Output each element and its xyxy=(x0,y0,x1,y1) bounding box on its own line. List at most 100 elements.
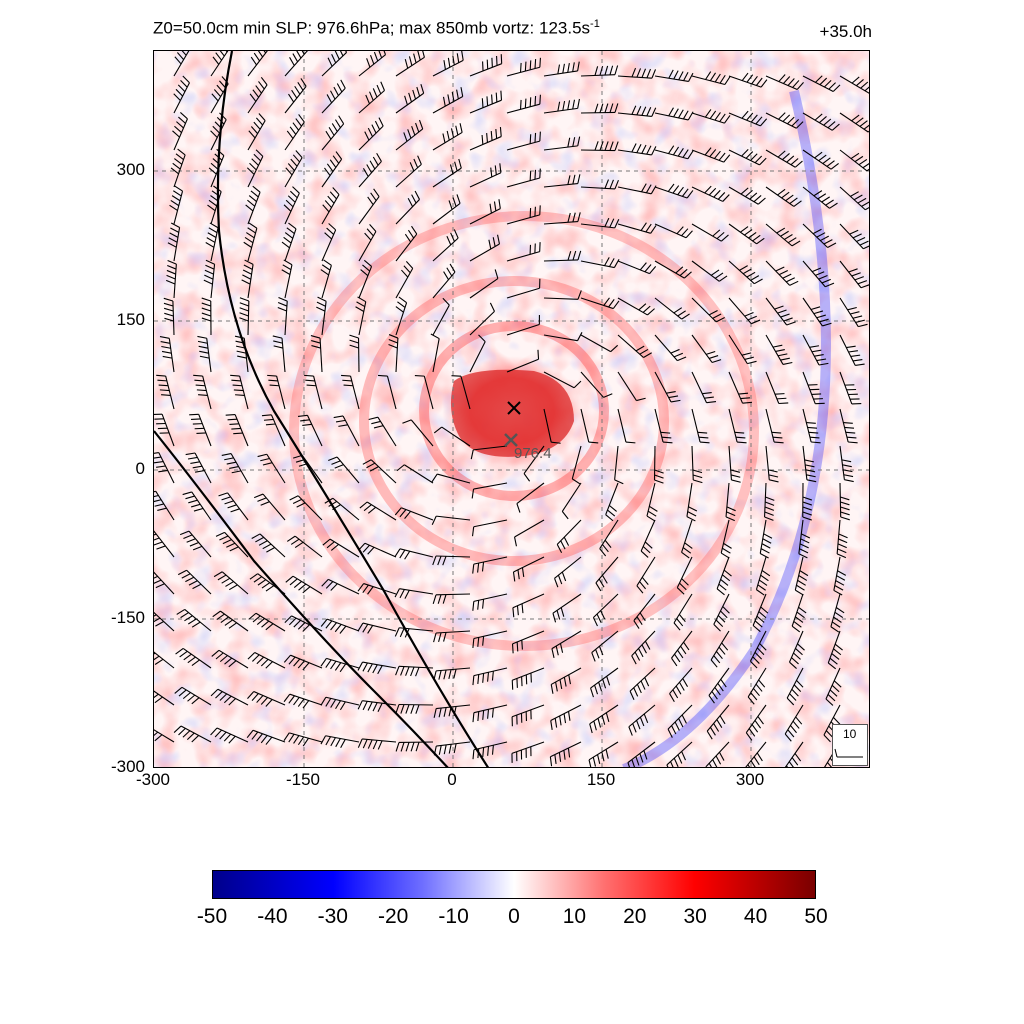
wind-barb xyxy=(839,223,864,250)
wind-barb-feather xyxy=(567,62,570,73)
wind-barb-feather xyxy=(443,707,447,717)
wind-barb-feather xyxy=(294,85,301,95)
wind-barb-feather xyxy=(334,51,340,60)
wind-barb-feather xyxy=(666,764,669,767)
wind-barb-feather xyxy=(220,616,229,623)
wind-barb-feather xyxy=(266,547,275,553)
wind-barb xyxy=(749,630,767,662)
wind-barb-feather xyxy=(704,396,714,399)
wind-barb-feather xyxy=(416,86,421,97)
wind-barb xyxy=(342,415,360,447)
wind-barb-feather xyxy=(851,114,860,122)
wind-barb-feather xyxy=(677,186,684,196)
wind-barb xyxy=(511,704,545,718)
wind-barb-feather xyxy=(446,235,452,246)
wind-barb-feather xyxy=(472,675,475,686)
wind-barb xyxy=(377,416,397,447)
wind-barb-feather xyxy=(862,163,869,169)
wind-barb-feather xyxy=(181,573,191,579)
wind-barb-feather xyxy=(764,506,775,511)
wind-barb xyxy=(839,75,869,94)
wind-barb-feather xyxy=(377,665,383,675)
wind-barb-feather xyxy=(614,179,619,190)
wind-barb-feather xyxy=(486,132,489,143)
wind-barb-feather xyxy=(224,500,234,505)
wind-barb xyxy=(284,228,297,262)
wind-barb-feather xyxy=(769,479,779,483)
wind-barb-feather xyxy=(740,397,751,400)
wind-barb xyxy=(284,301,288,336)
wind-barb-feather xyxy=(291,89,298,99)
wind-barb-feather xyxy=(791,657,799,665)
wind-barb-feather xyxy=(335,151,343,160)
wind-barb-feather xyxy=(697,431,708,434)
wind-barb xyxy=(210,83,229,114)
wind-barb-feather xyxy=(442,594,447,604)
wind-barb-feather xyxy=(631,759,636,767)
wind-barb-feather xyxy=(228,660,237,668)
wind-barb-feather xyxy=(260,76,268,86)
wind-barb-feather xyxy=(458,158,462,169)
wind-barb-feather xyxy=(866,168,869,172)
wind-barb-feather xyxy=(572,250,577,261)
wind-barb-feather xyxy=(288,93,295,103)
wind-barb xyxy=(691,260,720,282)
wind-barb xyxy=(329,538,360,558)
wind-barb-feather xyxy=(822,322,832,327)
wind-barb-feather xyxy=(818,154,827,162)
wind-barb-feather xyxy=(253,52,261,62)
wind-barb xyxy=(321,194,340,225)
wind-barb-feather xyxy=(550,720,553,730)
wind-barb xyxy=(550,704,582,721)
wind-barb-feather xyxy=(829,657,838,665)
wind-barb-feather xyxy=(677,754,683,764)
wind-barb xyxy=(617,334,644,358)
wind-barb-feather xyxy=(433,426,443,434)
wind-barb-feather xyxy=(676,618,684,627)
wind-barb-feather xyxy=(249,162,257,171)
wind-barb-feather xyxy=(720,552,730,559)
wind-barb-feather xyxy=(477,674,480,684)
wind-barb-feather xyxy=(848,441,858,444)
wind-barb-feather xyxy=(639,753,644,763)
wind-barb-feather xyxy=(791,118,800,127)
wind-barb-feather xyxy=(800,538,810,544)
wind-barb-feather xyxy=(681,751,687,761)
wind-barb-feather xyxy=(482,673,485,683)
wind-barb-feather xyxy=(771,431,782,434)
wind-barb-feather xyxy=(718,275,728,282)
wind-barb-feather xyxy=(409,162,415,172)
wind-barb-feather xyxy=(554,718,558,728)
wind-barb xyxy=(181,686,212,706)
wind-barb-feather xyxy=(298,583,307,591)
wind-barb-feather xyxy=(723,542,732,549)
colorbar-tick-label: 50 xyxy=(804,905,828,928)
wind-barb-feather xyxy=(638,648,644,658)
wind-barb-feather xyxy=(843,422,853,424)
wind-barb-feather xyxy=(404,59,409,69)
vorticity-map: 976.4 xyxy=(153,50,870,768)
wind-barb-feather xyxy=(499,163,502,173)
wind-barb-feather xyxy=(852,359,863,362)
wind-barb-feather xyxy=(777,353,788,357)
wind-barb-feather xyxy=(215,531,225,537)
wind-barb-feather xyxy=(411,225,418,235)
wind-barb-feather xyxy=(239,297,250,302)
wind-barb-feather xyxy=(567,137,571,148)
wind-barb-feather xyxy=(288,617,297,626)
wind-barb xyxy=(469,63,502,77)
wind-barb xyxy=(543,70,578,77)
wind-barb-feather xyxy=(357,661,364,671)
wind-barb-feather xyxy=(257,579,267,586)
wind-barb-feather xyxy=(802,501,813,506)
wind-barb-feather xyxy=(254,493,264,499)
wind-reference-label: 10 xyxy=(843,727,857,741)
wind-barb-feather xyxy=(252,185,261,193)
wind-barb-feather xyxy=(554,754,557,765)
wind-barb xyxy=(165,375,175,410)
wind-barb xyxy=(571,445,582,480)
wind-barb-feather xyxy=(647,510,657,517)
wind-barb-feather xyxy=(154,731,159,737)
wind-barb xyxy=(210,191,222,225)
wind-barb-feather xyxy=(577,174,581,184)
